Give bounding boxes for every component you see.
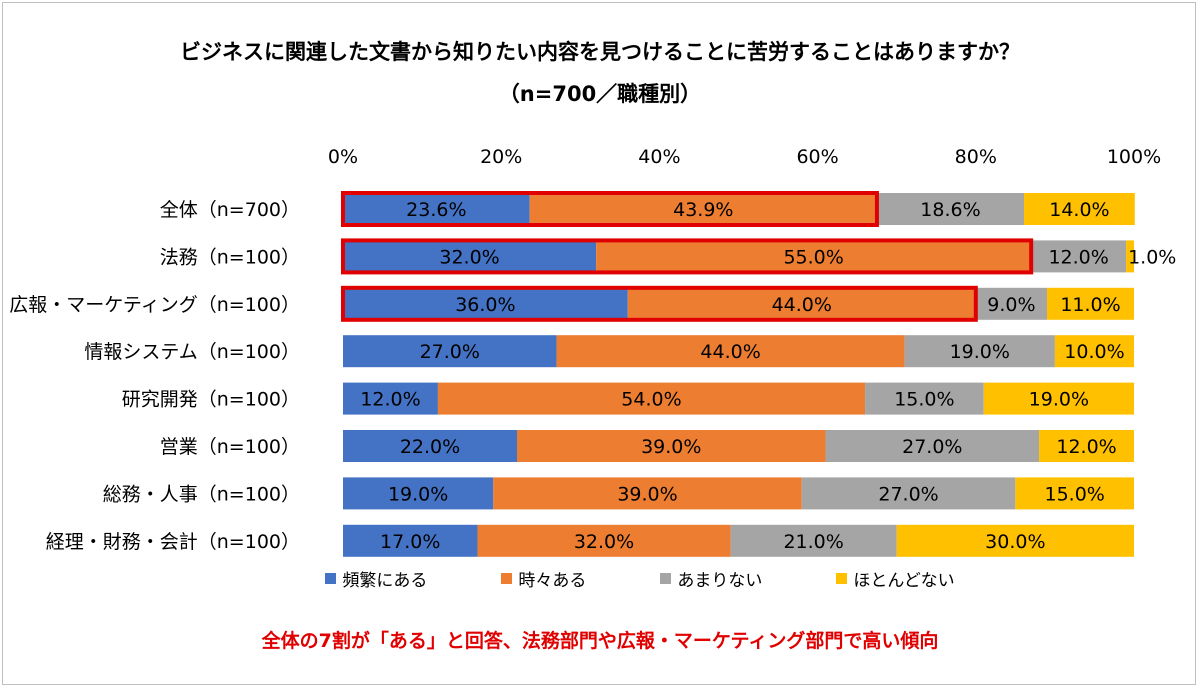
chart-legend: 頻繁にある 時々ある あまりない ほとんどない [0, 566, 1200, 591]
legend-label: ほとんどない [853, 570, 955, 591]
x-tick-label: 40% [638, 146, 680, 168]
data-label: 55.0% [783, 246, 843, 268]
bar-segment [1046, 287, 1134, 320]
category-label: 営業（n=100） [160, 436, 300, 458]
data-label: 27.0% [902, 436, 962, 458]
bar-segment [865, 382, 984, 415]
data-label: 14.0% [1049, 199, 1109, 221]
bar-segment [529, 193, 877, 225]
bar-segment [343, 240, 597, 273]
legend-swatch [836, 572, 848, 584]
bar-segment [904, 335, 1055, 368]
x-tick-label: 80% [955, 146, 997, 168]
chart-annotation: 全体の7割が「ある」と回答、法務部門や広報・マーケティング部門で高い傾向 [261, 630, 939, 652]
data-label: 32.0% [439, 246, 499, 268]
category-label: 総務・人事（n=100） [103, 483, 300, 505]
highlight-box [341, 238, 1034, 275]
bar-segment [343, 287, 628, 320]
data-label: 12.0% [1056, 436, 1116, 458]
data-label: 17.0% [380, 531, 440, 553]
data-label: 12.0% [1048, 246, 1108, 268]
data-label: 15.0% [894, 389, 954, 411]
bar-segment [983, 382, 1134, 415]
data-label: 11.0% [1060, 294, 1120, 316]
bar-segment [896, 524, 1134, 557]
bar-segment [627, 287, 976, 320]
highlight-box [341, 191, 879, 227]
data-label: 23.6% [406, 199, 466, 221]
data-label: 19.0% [1029, 389, 1089, 411]
data-label: 9.0% [987, 294, 1035, 316]
data-label: 39.0% [617, 483, 677, 505]
data-label: 43.9% [673, 199, 733, 221]
bar-segment [477, 524, 731, 557]
category-label: 経理・財務・会計（n=100） [46, 531, 300, 553]
data-label: 18.6% [920, 199, 980, 221]
highlight-box [341, 285, 978, 322]
bar-segment [1015, 477, 1134, 510]
data-label: 22.0% [400, 436, 460, 458]
bar-segment [437, 382, 866, 415]
bar-segment [343, 524, 478, 557]
bar-segment [343, 430, 518, 462]
data-label: 19.0% [950, 341, 1010, 363]
data-label: 27.0% [878, 483, 938, 505]
bar-segment [596, 240, 1032, 273]
chart-subtitle: （n=700／職種別） [498, 82, 702, 106]
bar-segment [343, 335, 557, 368]
bar-segment [1031, 240, 1127, 273]
legend-item: 頻繁にある [245, 566, 427, 591]
data-label: 12.0% [360, 389, 420, 411]
data-label: 10.0% [1064, 341, 1124, 363]
data-label: 1.0% [1128, 246, 1176, 268]
bar-segment [1024, 193, 1135, 225]
category-label: 広報・マーケティング（n=100） [9, 294, 300, 316]
category-label: 研究開発（n=100） [122, 389, 300, 411]
bar-segment [730, 524, 897, 557]
data-label: 19.0% [388, 483, 448, 505]
x-tick-label: 100% [1107, 146, 1161, 168]
bar-segment [975, 287, 1047, 320]
data-label: 54.0% [621, 389, 681, 411]
bar-segment [1039, 430, 1134, 462]
data-label: 15.0% [1044, 483, 1104, 505]
legend-label: あまりない [677, 570, 763, 591]
data-label: 39.0% [641, 436, 701, 458]
chart-title: ビジネスに関連した文書から知りたい内容を見つけることに苦労することはありますか？ [180, 40, 1020, 64]
legend-item: 時々ある [461, 566, 586, 591]
bar-segment [825, 430, 1040, 462]
legend-item: あまりない [620, 566, 762, 591]
bar-segment [343, 193, 530, 225]
bar-segment [1126, 240, 1134, 273]
bar-segment [517, 430, 826, 462]
legend-item: ほとんどない [796, 566, 955, 591]
legend-label: 時々ある [518, 570, 587, 591]
x-tick-label: 60% [796, 146, 838, 168]
bar-segment [343, 477, 494, 510]
data-label: 21.0% [783, 531, 843, 553]
bar-segment [493, 477, 802, 510]
legend-swatch [325, 572, 337, 584]
category-label: 情報システム（n=100） [84, 341, 300, 363]
legend-swatch [501, 572, 513, 584]
data-label: 44.0% [700, 341, 760, 363]
data-label: 30.0% [985, 531, 1045, 553]
bar-segment [876, 193, 1025, 225]
x-tick-label: 20% [480, 146, 522, 168]
bar-segment [343, 382, 438, 415]
data-label: 44.0% [772, 294, 832, 316]
bar-segment [1054, 335, 1134, 368]
bar-segment [801, 477, 1016, 510]
category-label: 法務（n=100） [160, 246, 300, 268]
category-label: 全体（n=700） [160, 199, 300, 221]
x-tick-label: 0% [328, 146, 358, 168]
data-label: 27.0% [420, 341, 480, 363]
legend-label: 頻繁にある [342, 570, 428, 591]
legend-swatch [660, 572, 672, 584]
data-label: 36.0% [455, 294, 515, 316]
data-label: 32.0% [574, 531, 634, 553]
bar-segment [556, 335, 905, 368]
